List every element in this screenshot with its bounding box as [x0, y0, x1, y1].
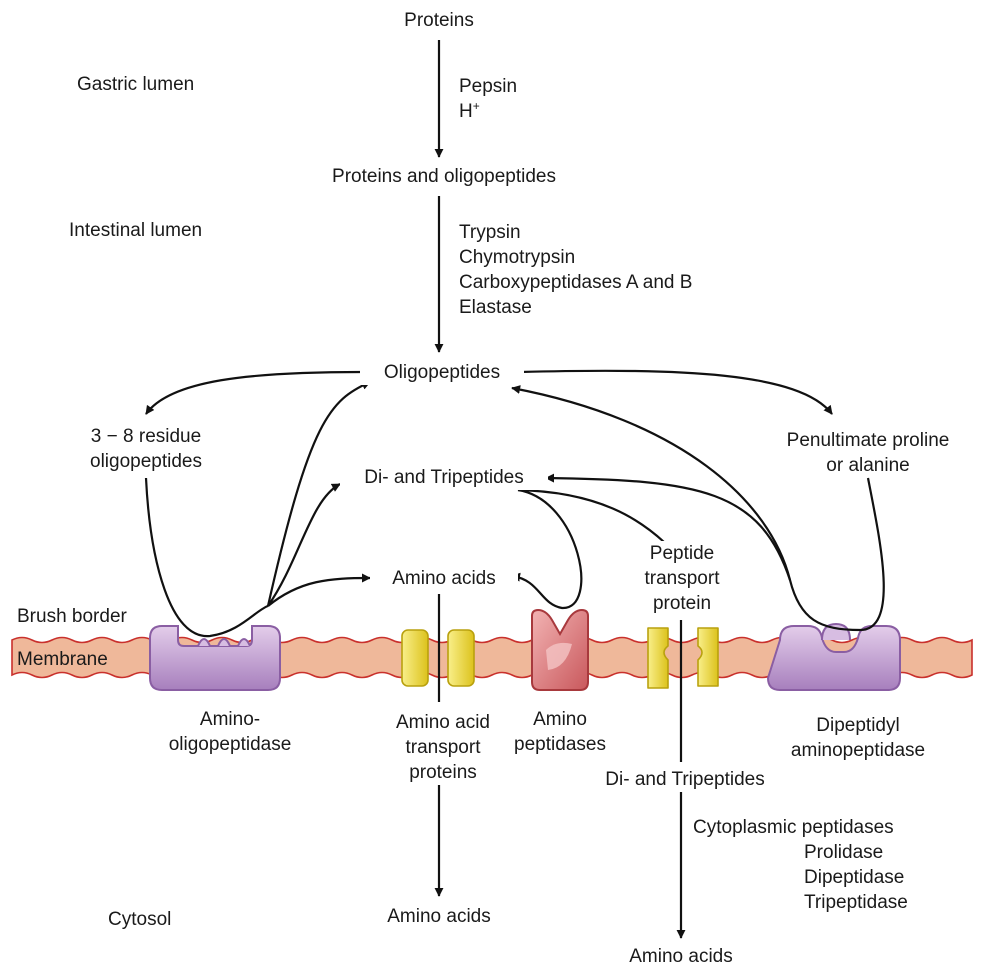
arrow-enzyme-to-oligopeptides [266, 380, 371, 607]
arrow-ditri-to-transporter [517, 488, 665, 543]
arrow-to-penultimate [519, 369, 833, 415]
gastric-lumen-label: Gastric lumen [77, 74, 195, 95]
cytosol-label: Cytosol [108, 909, 172, 930]
aa-transport-line1: Amino acid [369, 710, 517, 735]
peptide-transporter-shapes [647, 627, 719, 689]
arrow-enzyme-to-ditripeptides [267, 483, 341, 607]
arrow-dipeptidyl-to-oligopeptides [511, 385, 885, 632]
brush-border-label: Brush border [17, 606, 127, 627]
prolidase-label: Prolidase [804, 842, 884, 863]
tripeptidase-label: Tripeptidase [804, 892, 908, 913]
h-ion-label: H+ [459, 99, 480, 124]
aminopeptidases-line2: peptidases [514, 734, 606, 755]
aa-transport-line2: transport [369, 735, 517, 760]
aminopeptidase-enzyme [531, 608, 589, 691]
amino-oligopeptidase-enzyme [149, 625, 281, 691]
amino-acids-cytosol-label: Amino acids [387, 906, 491, 927]
carboxypeptidases-label: Carboxypeptidases A and B [459, 272, 693, 293]
arrow-enzyme-to-aminoacids [267, 573, 371, 607]
aa-transport-line3: proteins [369, 760, 517, 785]
cytoplasmic-peptidases-label: Cytoplasmic peptidases [693, 817, 894, 838]
h-ion-base: H [459, 101, 473, 122]
residue-3-8-line1: 3 − 8 residue [90, 426, 202, 447]
dipeptidyl-line1: Dipeptidyl [816, 715, 900, 736]
dipeptidyl-line2: aminopeptidase [790, 740, 926, 761]
dipeptidase-label: Dipeptidase [804, 867, 905, 888]
penultimate-line1: Penultimate proline [786, 430, 950, 451]
peptide-transport-line2: transport [618, 566, 746, 591]
proteins-label: Proteins [404, 10, 474, 31]
elastase-label: Elastase [459, 297, 532, 318]
membrane-label: Membrane [17, 649, 108, 670]
amino-acids-mid-label: Amino acids [370, 566, 518, 591]
aminopeptidases-line1: Amino [533, 709, 587, 730]
trypsin-label: Trypsin [459, 222, 521, 243]
penultimate-line2: or alanine [826, 455, 910, 476]
pepsin-label: Pepsin [459, 76, 518, 97]
chymotrypsin-label: Chymotrypsin [459, 247, 576, 268]
arrow-aminopeptidase-to-aminoacids [511, 488, 583, 610]
di-tripeptides-top-label: Di- and Tripeptides [340, 465, 548, 490]
arrow-to-3-8-residue [145, 370, 363, 415]
arrows [144, 40, 885, 939]
amino-acids-bottom-label: Amino acids [629, 946, 733, 967]
arrow-dipeptidyl-to-ditripeptides [545, 473, 792, 581]
arrow-residue-to-enzyme [144, 477, 269, 638]
h-ion-charge: + [472, 99, 480, 113]
proteins-and-oligopeptides-label: Proteins and oligopeptides [300, 164, 588, 189]
residue-3-8-line2: oligopeptides [90, 451, 202, 472]
dipeptidyl-aminopeptidase-enzyme [766, 622, 901, 691]
peptide-transport-line1: Peptide [618, 541, 746, 566]
intestinal-lumen-label: Intestinal lumen [69, 220, 203, 241]
amino-oligopeptidase-line1: Amino- [199, 709, 261, 730]
amino-acid-transporter-shapes [401, 629, 475, 687]
peptide-transport-line3: protein [618, 591, 746, 616]
amino-oligopeptidase-line2: oligopeptidase [168, 734, 292, 755]
oligopeptides-label: Oligopeptides [360, 360, 524, 385]
di-tripeptides-bottom-label: Di- and Tripeptides [576, 767, 794, 792]
